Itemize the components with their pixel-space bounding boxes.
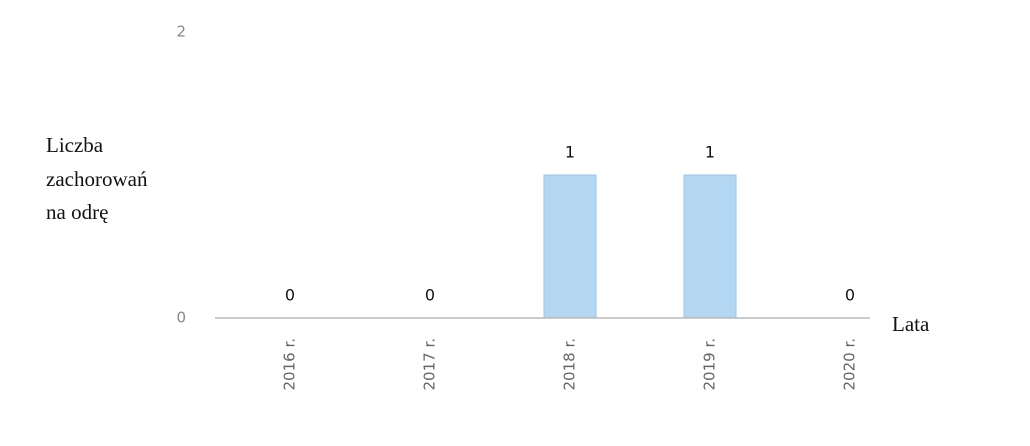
x-tick-label: 2020 r. — [841, 338, 859, 391]
value-label: 1 — [565, 143, 575, 162]
y-axis-label: zachorowań — [46, 167, 148, 191]
x-axis-label: Lata — [892, 312, 930, 336]
y-tick-label: 2 — [176, 23, 186, 41]
y-axis-label: na odrę — [46, 200, 108, 224]
value-label: 0 — [425, 286, 435, 305]
y-axis-label: Liczba — [46, 133, 104, 157]
x-tick-label: 2018 r. — [561, 338, 579, 391]
value-label: 0 — [285, 286, 295, 305]
x-tick-label: 2019 r. — [701, 338, 719, 391]
bar — [543, 174, 597, 319]
y-tick-label: 0 — [176, 309, 186, 327]
value-label: 1 — [705, 143, 715, 162]
x-tick-label: 2017 r. — [421, 338, 439, 391]
value-label: 0 — [845, 286, 855, 305]
x-tick-label: 2016 r. — [281, 338, 299, 391]
bar — [683, 174, 737, 319]
